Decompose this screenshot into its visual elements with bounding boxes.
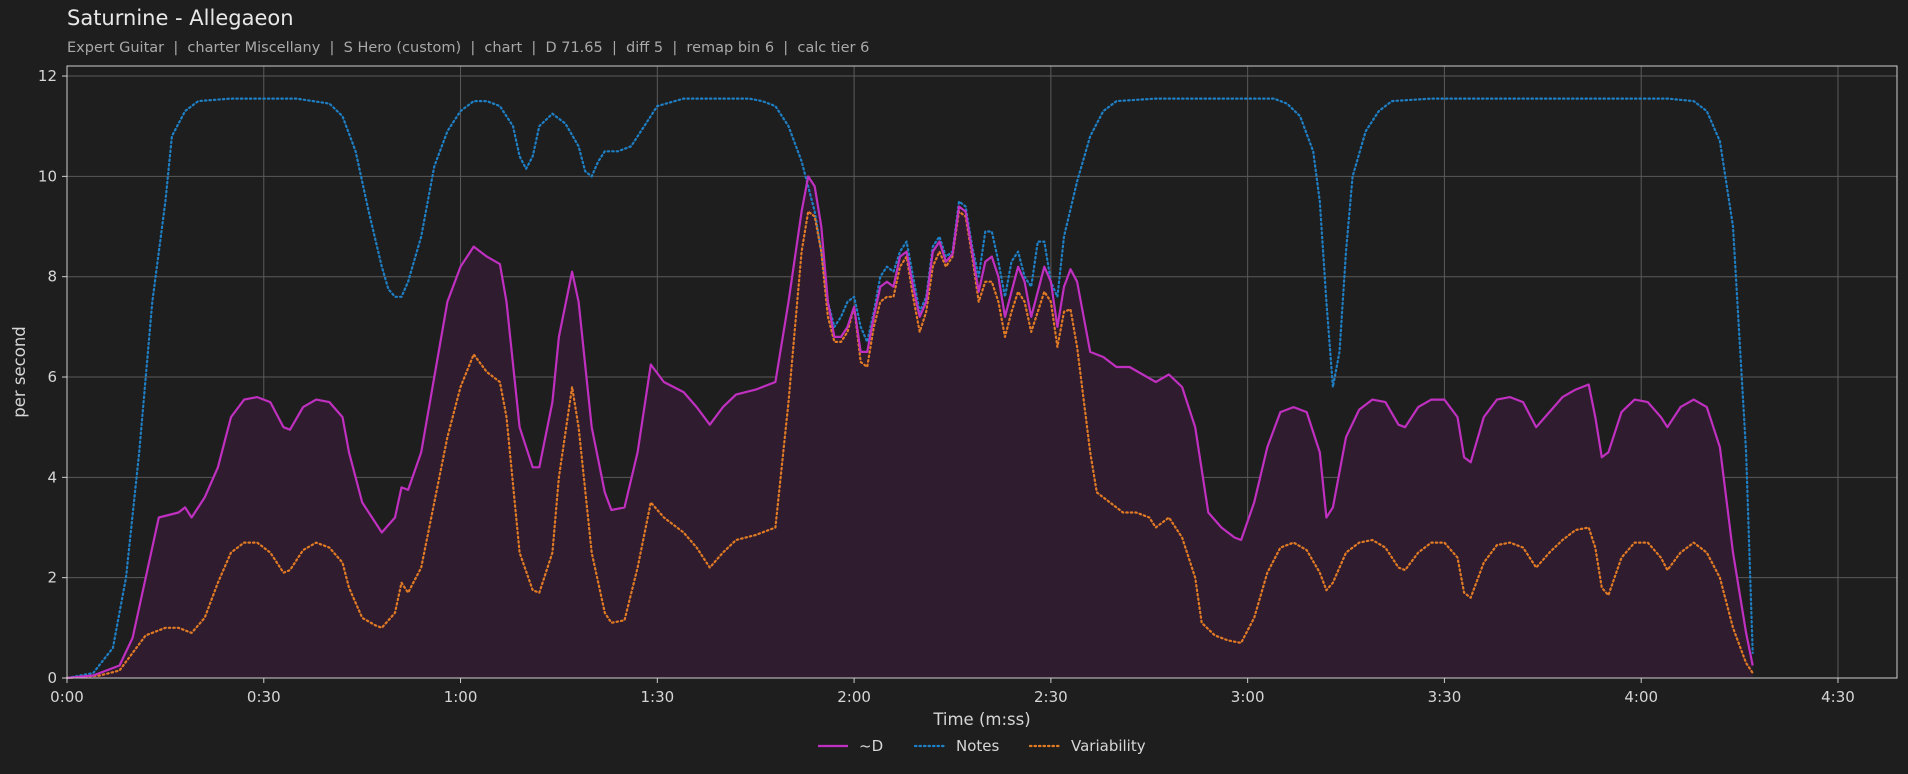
- y-tick-label: 8: [47, 268, 57, 286]
- x-tick-label: 2:00: [837, 688, 871, 706]
- x-tick-label: 3:30: [1428, 688, 1462, 706]
- series-line-notes: [65, 97, 1754, 680]
- x-tick-label: 1:00: [444, 688, 478, 706]
- x-tick-label: 0:00: [50, 688, 84, 706]
- series-layer: [65, 97, 1754, 680]
- y-tick-label: 10: [38, 167, 57, 185]
- tick-layer: 0:00 0:30 1:00 1:30 2:00 2:30 3:00 3:30 4:00 4:30…: [38, 67, 1855, 706]
- x-tick-label: 3:00: [1231, 688, 1265, 706]
- y-axis-label: per second: [10, 326, 29, 418]
- x-tick-label: 2:30: [1034, 688, 1068, 706]
- legend: ~D Notes Variability: [818, 737, 1146, 755]
- y-tick-label: 2: [47, 569, 57, 587]
- chart-title: Saturnine - Allegaeon: [67, 6, 294, 30]
- series-area-d: [67, 176, 1753, 678]
- x-tick-label: 1:30: [640, 688, 674, 706]
- x-tick-label: 0:30: [247, 688, 281, 706]
- y-tick-label: 0: [47, 669, 57, 687]
- chart-subtitle: Expert Guitar | charter Miscellany | S H…: [67, 40, 870, 56]
- x-axis-label: Time (m:ss): [932, 710, 1030, 729]
- legend-label: Variability: [1071, 737, 1146, 755]
- y-tick-label: 12: [38, 67, 57, 85]
- series-line-d: [66, 175, 1754, 680]
- plot-frame: [66, 65, 1898, 679]
- x-tick-label: 4:30: [1821, 688, 1855, 706]
- legend-label: ~D: [859, 737, 883, 755]
- y-tick-label: 4: [47, 468, 57, 486]
- y-tick-label: 6: [47, 368, 57, 386]
- x-tick-label: 4:00: [1624, 688, 1658, 706]
- legend-label: Notes: [956, 737, 1000, 755]
